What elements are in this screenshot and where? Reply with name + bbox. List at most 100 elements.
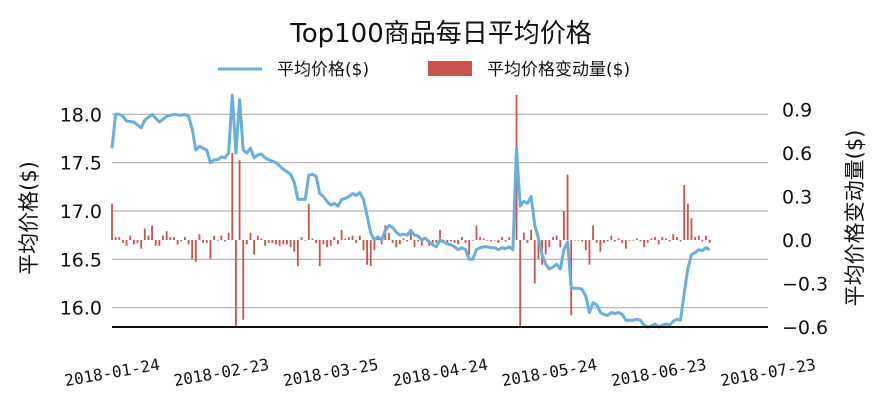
left-y-ticks: 16.0 16.5 17.0 17.5 18.0	[60, 104, 102, 319]
change-bar	[318, 240, 321, 267]
right-y-tick-label: 0.9	[782, 100, 812, 122]
change-bar	[675, 237, 678, 240]
change-bar	[194, 240, 197, 262]
price-line-group	[110, 93, 711, 329]
change-bar	[697, 235, 700, 240]
change-bar	[399, 240, 401, 245]
change-bar	[431, 240, 434, 245]
change-bar	[344, 238, 347, 240]
change-bar	[501, 237, 503, 240]
left-y-tick-label: 18.0	[60, 104, 102, 126]
change-bar	[544, 240, 547, 255]
change-bar	[563, 211, 565, 240]
change-bar	[592, 225, 594, 240]
change-bar	[533, 240, 536, 284]
x-tick-label: 2018-01-24	[63, 355, 161, 390]
change-bar	[300, 237, 303, 240]
change-bar	[522, 232, 525, 240]
change-bar	[282, 240, 285, 245]
change-bar	[409, 232, 412, 240]
change-bar	[315, 240, 317, 243]
change-bar	[111, 203, 113, 240]
change-bar	[665, 238, 667, 240]
change-bar	[588, 240, 591, 265]
change-bar	[610, 235, 613, 240]
change-bar	[391, 240, 394, 243]
change-bar	[216, 240, 219, 241]
change-bar	[169, 237, 172, 240]
change-bar	[132, 240, 135, 245]
change-bar	[238, 160, 241, 240]
change-bar	[566, 174, 569, 240]
left-y-tick-label: 17.0	[60, 201, 102, 223]
change-bar	[635, 238, 638, 240]
change-bar	[380, 240, 383, 245]
change-bar	[559, 240, 562, 248]
x-tick-label: 2018-02-23	[172, 355, 270, 390]
change-bar	[402, 238, 405, 240]
change-bar	[296, 240, 299, 267]
change-bar	[555, 235, 558, 240]
change-bar	[329, 240, 332, 246]
change-bar	[694, 237, 697, 240]
change-bar	[307, 203, 310, 240]
change-bar	[508, 237, 511, 240]
change-bar	[519, 240, 522, 327]
change-bar	[453, 240, 456, 243]
left-y-tick-label: 16.5	[60, 249, 102, 271]
change-bar	[311, 238, 314, 240]
change-bar	[351, 235, 354, 240]
change-bar	[347, 237, 350, 240]
change-bar	[213, 235, 215, 240]
right-y-tick-label: 0.3	[782, 187, 812, 209]
right-y-tick-label: −0.3	[782, 274, 828, 296]
change-bar	[679, 240, 682, 242]
change-bar	[267, 240, 270, 243]
change-bar	[271, 240, 274, 243]
change-bar	[154, 240, 157, 246]
change-bar	[548, 240, 551, 248]
change-bar	[304, 240, 307, 241]
change-bar	[701, 240, 704, 242]
change-bar	[435, 240, 438, 243]
change-bar	[122, 240, 124, 243]
change-bar	[275, 240, 277, 245]
right-y-axis-label: 平均价格变动量($)	[843, 130, 867, 307]
change-bar	[165, 231, 168, 240]
change-bar	[646, 240, 649, 243]
change-bar	[388, 232, 390, 240]
change-bar	[581, 240, 584, 242]
change-bar	[599, 240, 602, 252]
change-bar	[147, 235, 150, 240]
change-bar	[621, 240, 624, 243]
change-bar	[603, 240, 605, 243]
change-bar	[340, 229, 343, 240]
change-bar	[362, 240, 365, 251]
change-bar	[471, 240, 474, 241]
change-bar	[129, 235, 132, 240]
grid-lines	[112, 113, 768, 309]
legend-bar-swatch	[428, 61, 472, 76]
change-bar	[683, 184, 686, 240]
change-bar	[253, 240, 256, 255]
change-bar	[614, 240, 616, 242]
change-bar	[183, 237, 186, 240]
change-bar	[628, 240, 631, 241]
change-bar	[180, 240, 183, 242]
change-bar	[333, 237, 336, 240]
change-bar	[355, 240, 358, 243]
legend: 平均价格($) 平均价格变动量($)	[218, 60, 630, 80]
x-tick-label: 2018-07-23	[719, 355, 817, 390]
change-bar	[140, 240, 143, 249]
change-bar	[293, 240, 296, 252]
change-bar	[450, 240, 452, 242]
change-bar	[278, 240, 281, 246]
change-bar	[151, 225, 153, 240]
change-bar	[286, 240, 288, 245]
change-bar	[158, 240, 161, 246]
change-bar	[446, 240, 449, 243]
change-bar	[486, 240, 489, 241]
change-bar	[668, 240, 671, 242]
change-bar	[322, 240, 325, 245]
change-bars	[111, 95, 711, 327]
